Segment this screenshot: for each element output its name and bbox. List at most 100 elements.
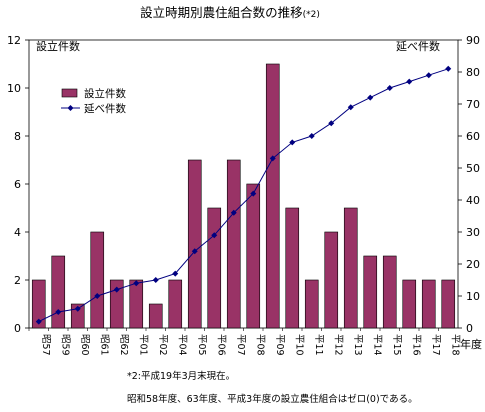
- right-tick-label: 60: [466, 130, 480, 143]
- line-point: [445, 65, 452, 72]
- bar: [285, 207, 300, 329]
- chart-title-main: 設立時期別農住組合数の推移: [140, 5, 303, 20]
- line-point: [347, 104, 354, 111]
- left-tick-label: 12: [7, 34, 21, 47]
- x-tick-label: 平07: [235, 334, 246, 356]
- bar: [441, 279, 456, 329]
- line-point: [74, 305, 81, 312]
- right-tick-label: 0: [466, 322, 473, 335]
- left-axis-label: 設立件数: [36, 39, 80, 53]
- x-tick-label: 平15: [391, 334, 402, 356]
- x-tick-label: 昭62: [118, 334, 129, 356]
- line-point: [152, 277, 159, 283]
- x-tick-label: 平04: [176, 334, 187, 356]
- bar: [70, 303, 85, 329]
- x-tick-label: 平13: [352, 334, 363, 356]
- bar: [402, 279, 417, 329]
- line-point: [425, 72, 432, 79]
- bar: [226, 159, 241, 329]
- x-tick-label: 平17: [430, 334, 441, 356]
- line-point: [191, 248, 198, 255]
- x-tick-label: 昭57: [40, 334, 51, 356]
- left-tick-label: 10: [7, 82, 21, 95]
- x-tick-label: 平10: [293, 334, 304, 356]
- x-tick-label: 平16: [410, 334, 421, 356]
- x-tick-label: 平02: [157, 334, 168, 356]
- bar: [51, 255, 66, 329]
- x-tick-label: 昭61: [98, 334, 109, 356]
- legend-bar-label: 設立件数: [84, 87, 126, 100]
- bar: [148, 303, 163, 329]
- bar: [343, 207, 358, 329]
- right-tick-label: 10: [466, 290, 480, 303]
- bar: [304, 279, 319, 329]
- bar: [109, 279, 124, 329]
- bar: [129, 279, 144, 329]
- x-tick-label: 平01: [137, 334, 148, 356]
- bar: [168, 279, 183, 329]
- bar: [31, 279, 46, 329]
- chart-title: 設立時期別農住組合数の推移(*2): [140, 5, 320, 20]
- bar: [187, 159, 202, 329]
- line-point: [406, 78, 413, 85]
- right-tick-label: 40: [466, 194, 480, 207]
- left-tick-label: 0: [14, 322, 21, 335]
- legend-bar-swatch: [61, 88, 78, 98]
- line-point: [55, 309, 62, 315]
- bar: [324, 231, 339, 329]
- bar: [363, 255, 378, 329]
- line-series: [35, 65, 452, 325]
- right-axis-label: 延べ件数: [396, 40, 440, 53]
- right-tick-label: 90: [466, 34, 480, 47]
- bar: [265, 63, 280, 329]
- line-point: [94, 293, 101, 299]
- remark: 昭和58年度、63年度、平成3年度の設立農住組合はゼロ(0)である。: [127, 394, 418, 405]
- left-tick-label: 8: [14, 130, 21, 143]
- bar: [90, 231, 105, 329]
- x-axis-unit: 年度: [460, 337, 482, 351]
- right-tick-label: 20: [466, 258, 480, 271]
- bar: [421, 279, 436, 329]
- tick-labels: 0 2 4 6 8 10 12 0 10 20 30 40 50 60 70 80 90 昭57 昭59 昭60 昭61…: [7, 34, 482, 356]
- right-tick-label: 70: [466, 98, 480, 111]
- line-point: [308, 133, 315, 139]
- x-tick-label: 平05: [196, 334, 207, 356]
- left-tick-label: 6: [14, 178, 21, 191]
- bar: [246, 183, 261, 329]
- chart-title-suffix: (*2): [303, 10, 320, 20]
- axes: [25, 39, 462, 331]
- bar-series: [31, 63, 456, 329]
- line-point: [35, 318, 42, 325]
- line-point: [211, 232, 218, 239]
- footnote: *2:平成19年3月末現在。: [127, 371, 236, 382]
- x-tick-label: 平12: [332, 334, 343, 356]
- line-point: [230, 209, 237, 216]
- right-tick-label: 50: [466, 162, 480, 175]
- x-tick-label: 平08: [254, 334, 265, 356]
- line-point: [328, 120, 335, 127]
- x-tick-label: 平09: [274, 334, 285, 356]
- x-tick-label: 平11: [313, 334, 324, 356]
- left-tick-label: 2: [14, 274, 21, 287]
- x-tick-label: 昭59: [59, 334, 70, 356]
- legend-line-label: 延べ件数: [84, 102, 126, 115]
- line-path: [38, 68, 449, 323]
- line-point: [269, 155, 276, 162]
- x-tick-label: 平14: [371, 334, 382, 356]
- line-point: [367, 94, 374, 101]
- line-point: [133, 280, 140, 287]
- x-tick-label: 昭60: [79, 334, 90, 356]
- left-tick-label: 4: [14, 226, 21, 239]
- legend: 設立件数 延べ件数: [61, 87, 126, 115]
- line-point: [289, 139, 296, 146]
- line-point: [386, 85, 393, 91]
- right-tick-label: 80: [466, 66, 480, 79]
- bar: [207, 207, 222, 329]
- legend-line-marker: [67, 105, 74, 111]
- bar: [382, 255, 397, 329]
- right-tick-label: 30: [466, 226, 480, 239]
- line-point: [250, 190, 257, 197]
- x-tick-label: 平18: [449, 334, 460, 356]
- line-point: [113, 286, 120, 293]
